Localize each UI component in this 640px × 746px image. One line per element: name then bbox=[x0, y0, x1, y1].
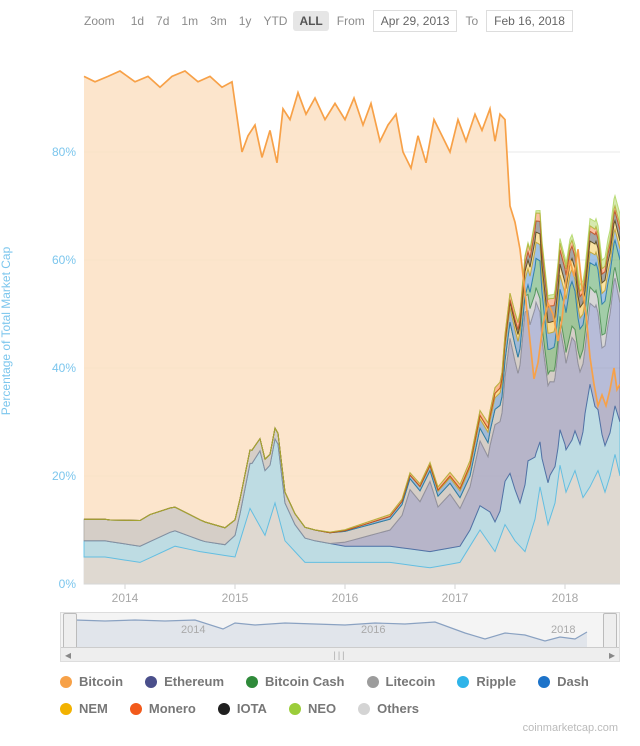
navigator-scrollbar[interactable]: ◂ ||| ▸ bbox=[61, 647, 619, 661]
scroll-grip-icon[interactable]: ||| bbox=[333, 650, 346, 660]
legend-label: Ethereum bbox=[164, 674, 224, 689]
zoom-btn-ytd[interactable]: YTD bbox=[257, 11, 293, 31]
svg-text:0%: 0% bbox=[59, 577, 77, 591]
svg-text:60%: 60% bbox=[52, 253, 76, 267]
y-axis-label: Percentage of Total Market Cap bbox=[0, 247, 13, 416]
legend-dot-icon bbox=[145, 676, 157, 688]
legend-dot-icon bbox=[60, 703, 72, 715]
svg-text:2018: 2018 bbox=[552, 591, 579, 604]
legend-label: NEM bbox=[79, 701, 108, 716]
to-date-input[interactable]: Feb 16, 2018 bbox=[486, 10, 573, 32]
zoom-btn-1y[interactable]: 1y bbox=[233, 11, 258, 31]
zoom-btn-7d[interactable]: 7d bbox=[150, 11, 175, 31]
legend-label: Others bbox=[377, 701, 419, 716]
legend-label: Ripple bbox=[476, 674, 516, 689]
from-date-input[interactable]: Apr 29, 2013 bbox=[373, 10, 458, 32]
legend-dot-icon bbox=[538, 676, 550, 688]
attribution: coinmarketcap.com bbox=[0, 716, 640, 734]
zoom-label: Zoom bbox=[84, 14, 115, 28]
chart-svg: 0% 20% 40% 60% 80% 2014 2015 2016 2017 2018 bbox=[30, 44, 620, 604]
zoom-btn-all[interactable]: ALL bbox=[293, 11, 328, 31]
svg-text:2015: 2015 bbox=[222, 591, 249, 604]
from-label: From bbox=[337, 14, 365, 28]
legend-label: NEO bbox=[308, 701, 336, 716]
legend-item-iota[interactable]: IOTA bbox=[218, 701, 267, 716]
svg-text:2014: 2014 bbox=[112, 591, 139, 604]
legend-item-dash[interactable]: Dash bbox=[538, 674, 589, 689]
legend-dot-icon bbox=[367, 676, 379, 688]
legend-item-ethereum[interactable]: Ethereum bbox=[145, 674, 224, 689]
legend-label: Litecoin bbox=[386, 674, 436, 689]
svg-text:2016: 2016 bbox=[332, 591, 359, 604]
range-handle-right[interactable] bbox=[603, 613, 617, 651]
legend-item-litecoin[interactable]: Litecoin bbox=[367, 674, 436, 689]
legend-label: Bitcoin bbox=[79, 674, 123, 689]
zoom-btn-3m[interactable]: 3m bbox=[204, 11, 233, 31]
legend-dot-icon bbox=[289, 703, 301, 715]
scroll-right-icon[interactable]: ▸ bbox=[605, 648, 619, 662]
scroll-left-icon[interactable]: ◂ bbox=[61, 648, 75, 662]
svg-text:80%: 80% bbox=[52, 145, 76, 159]
zoom-btn-1d[interactable]: 1d bbox=[125, 11, 150, 31]
navigator-svg bbox=[61, 613, 619, 649]
legend-item-neo[interactable]: NEO bbox=[289, 701, 336, 716]
legend-label: IOTA bbox=[237, 701, 267, 716]
legend-item-ripple[interactable]: Ripple bbox=[457, 674, 516, 689]
zoom-controls: Zoom 1d7d1m3m1yYTDALL From Apr 29, 2013 … bbox=[0, 0, 640, 36]
legend-label: Bitcoin Cash bbox=[265, 674, 344, 689]
range-navigator[interactable]: 201420162018 ◂ ||| ▸ bbox=[60, 612, 620, 662]
legend-item-others[interactable]: Others bbox=[358, 701, 419, 716]
svg-text:20%: 20% bbox=[52, 469, 76, 483]
legend-label: Monero bbox=[149, 701, 196, 716]
legend-dot-icon bbox=[130, 703, 142, 715]
svg-text:40%: 40% bbox=[52, 361, 76, 375]
to-label: To bbox=[465, 14, 478, 28]
legend-dot-icon bbox=[457, 676, 469, 688]
legend-dot-icon bbox=[358, 703, 370, 715]
chart-legend: Bitcoin Ethereum Bitcoin Cash Litecoin Rippl… bbox=[60, 674, 620, 716]
legend-item-bitcoin-cash[interactable]: Bitcoin Cash bbox=[246, 674, 344, 689]
legend-dot-icon bbox=[246, 676, 258, 688]
zoom-btn-1m[interactable]: 1m bbox=[175, 11, 204, 31]
svg-text:2017: 2017 bbox=[442, 591, 469, 604]
legend-item-monero[interactable]: Monero bbox=[130, 701, 196, 716]
range-handle-left[interactable] bbox=[63, 613, 77, 651]
main-chart[interactable]: Percentage of Total Market Cap 0%20%40%6… bbox=[30, 44, 620, 604]
legend-item-nem[interactable]: NEM bbox=[60, 701, 108, 716]
legend-dot-icon bbox=[218, 703, 230, 715]
legend-item-bitcoin[interactable]: Bitcoin bbox=[60, 674, 123, 689]
legend-dot-icon bbox=[60, 676, 72, 688]
legend-label: Dash bbox=[557, 674, 589, 689]
